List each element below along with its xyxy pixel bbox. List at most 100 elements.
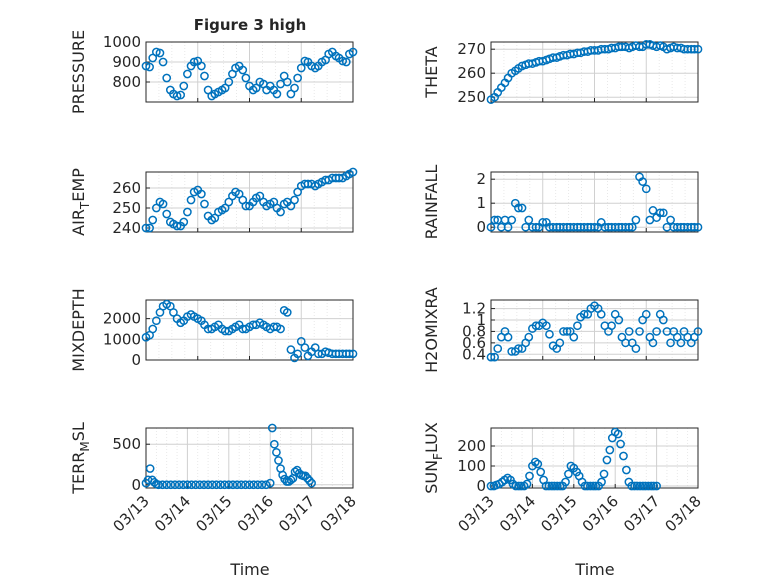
data-point (486, 481, 496, 491)
data-point (276, 324, 285, 334)
data-point (635, 481, 645, 491)
data-point (583, 481, 592, 491)
y-tick-label: 1 (476, 194, 486, 212)
data-point (148, 215, 158, 225)
data-point (503, 222, 513, 232)
data-point (605, 445, 615, 455)
data-point (555, 481, 565, 491)
data-point (172, 221, 182, 231)
data-point (631, 344, 641, 353)
data-point (187, 480, 196, 490)
data-point (552, 481, 562, 491)
y-tick-label: 900 (112, 53, 141, 71)
data-point (276, 207, 285, 217)
data-point (265, 478, 275, 488)
data-point (493, 344, 503, 353)
data-point (183, 480, 192, 490)
data-point (690, 222, 699, 232)
y-tick-label: 0.6 (462, 334, 486, 352)
data-point (624, 327, 634, 336)
data-point (197, 61, 206, 71)
y-tick-label: 1000 (103, 330, 141, 348)
y-axis-label-4: MIXDEPTH (69, 288, 88, 371)
data-point (200, 199, 209, 209)
data-point (676, 338, 686, 348)
axes-frame (490, 427, 699, 489)
figure-title: Figure 3 high (194, 16, 307, 34)
data-point (522, 479, 532, 489)
data-point (220, 480, 230, 490)
data-point (545, 329, 554, 339)
data-point (490, 352, 499, 362)
data-point (261, 480, 271, 490)
data-point (300, 343, 310, 352)
data-point (573, 321, 582, 331)
data-point (148, 324, 158, 334)
data-point (607, 321, 616, 331)
data-point (549, 481, 559, 491)
y-axis-label-3: RAINFALL (422, 165, 441, 240)
data-point (249, 480, 258, 490)
data-point (169, 308, 178, 317)
data-point (145, 464, 155, 473)
data-point (641, 309, 651, 319)
data-point (348, 349, 358, 359)
y-tick-label: 0.8 (462, 322, 486, 340)
data-point (166, 480, 176, 490)
data-point (145, 62, 154, 72)
data-point (511, 481, 521, 491)
y-tick-label: 1.2 (462, 300, 486, 318)
data-point (514, 344, 523, 353)
data-point (630, 481, 640, 491)
data-point (564, 469, 573, 479)
data-point (152, 47, 161, 57)
data-point (649, 481, 659, 491)
data-point (635, 327, 644, 336)
y-tick-label: 270 (457, 40, 486, 58)
data-point (241, 201, 251, 211)
data-point (282, 77, 292, 87)
data-point (666, 338, 675, 348)
y-tick-label: 0.4 (462, 345, 486, 363)
data-point (648, 338, 658, 348)
data-point (525, 471, 534, 481)
data-point (536, 467, 546, 477)
data-point (176, 90, 186, 100)
y-tick-label: 250 (112, 199, 141, 217)
y-axis-label-2: AIRTEMP (69, 168, 92, 236)
data-point (296, 337, 306, 346)
data-point (580, 481, 590, 491)
data-point (152, 316, 161, 326)
data-point (195, 480, 205, 490)
y-tick-label: 100 (457, 457, 486, 475)
data-point (236, 480, 246, 490)
data-point (641, 481, 650, 491)
data-point (586, 481, 595, 491)
y-tick-label: 200 (457, 437, 486, 455)
data-point (307, 478, 316, 488)
data-point (286, 345, 296, 355)
data-point (178, 480, 188, 490)
data-point (200, 71, 209, 81)
data-point (267, 423, 277, 433)
y-tick-label: 1000 (103, 33, 141, 51)
y-axis-label-0: PRESSURE (69, 30, 88, 114)
data-point (216, 480, 225, 490)
data-point (162, 209, 172, 219)
data-point (158, 199, 168, 209)
data-point (641, 184, 651, 194)
data-point (693, 44, 703, 54)
data-point (514, 203, 523, 213)
subplot-rainfall: 0 1 2 RAINFALL (422, 165, 703, 240)
data-point (199, 480, 209, 490)
y-tick-label: 0 (131, 351, 141, 369)
data-point (162, 480, 172, 490)
data-point (588, 481, 598, 491)
data-point (197, 189, 206, 199)
subplot-mixdepth: 0 1000 2000 MIXDEPTH (69, 288, 358, 372)
y-tick-label: 240 (112, 219, 141, 237)
data-point (191, 480, 201, 490)
data-point (555, 338, 565, 348)
data-point (533, 459, 543, 469)
